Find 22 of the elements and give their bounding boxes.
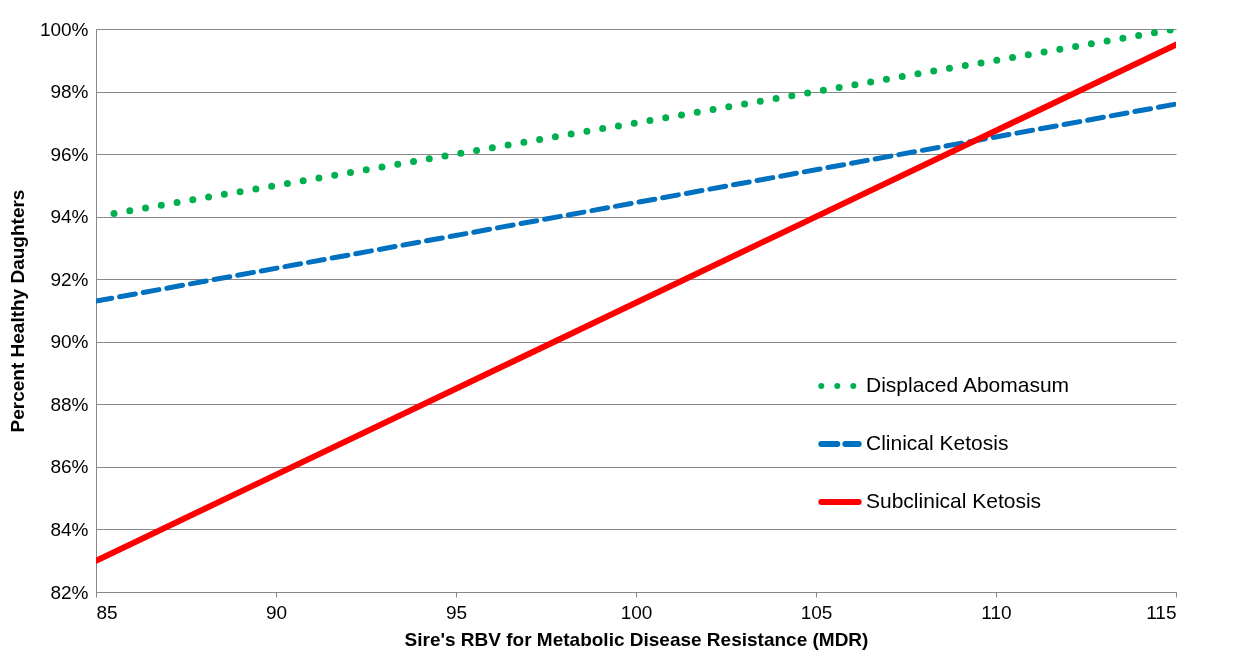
x-tick-label: 95: [445, 601, 468, 623]
y-tick-label: 82%: [50, 581, 89, 603]
y-tick-label: 100%: [39, 18, 89, 40]
y-tick-label: 90%: [50, 331, 89, 353]
x-tick-label: 105: [800, 601, 833, 623]
legend-label: Subclinical Ketosis: [866, 489, 1042, 512]
x-tick-label: 115: [1146, 601, 1177, 623]
legend-label: Clinical Ketosis: [866, 431, 1009, 454]
x-tick-label: 100: [620, 601, 653, 623]
y-tick-label: 94%: [50, 206, 89, 228]
y-tick-label: 84%: [50, 518, 89, 540]
y-tick-label: 98%: [50, 81, 89, 103]
x-axis-title: Sire's RBV for Metabolic Disease Resistance (MDR): [404, 628, 869, 650]
y-axis-title: Percent Healthy Daughters: [6, 189, 28, 433]
x-tick-label: 85: [96, 601, 118, 623]
y-tick-label: 96%: [50, 143, 89, 165]
y-tick-label: 86%: [50, 456, 89, 478]
legend-label: Displaced Abomasum: [866, 373, 1070, 396]
y-tick-label: 92%: [50, 268, 89, 290]
y-tick-label: 88%: [50, 393, 89, 415]
x-tick-label: 110: [981, 601, 1012, 623]
x-tick-label: 90: [265, 601, 288, 623]
